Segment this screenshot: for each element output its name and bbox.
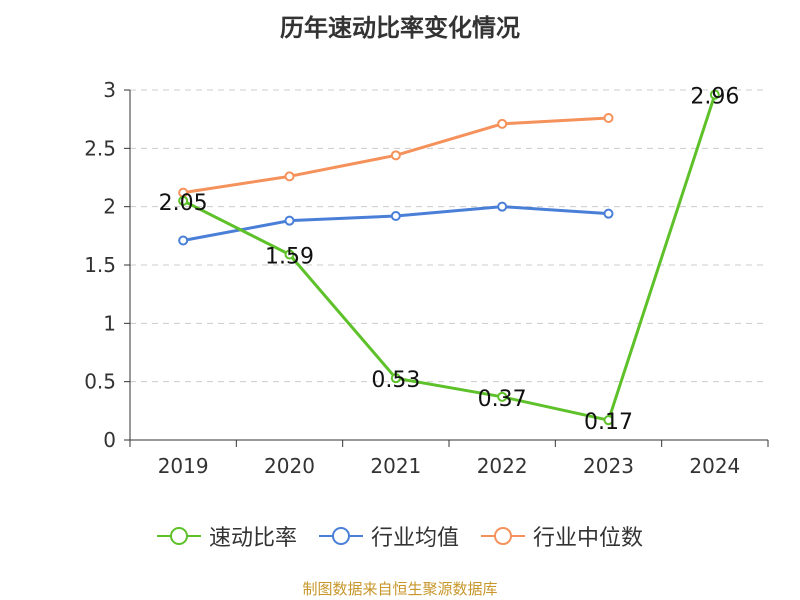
data-label: 0.53 [371,368,420,393]
x-tick-label: 2022 [477,454,528,478]
data-point-speed [178,195,189,206]
source-note: 制图数据来自恒生聚源数据库 [302,580,498,598]
data-point-speed [497,391,508,402]
axes: 0 0.5 1 1.5 2 2.5 3 2019 2020 2021 2022 2023 2024 [84,78,769,478]
legend-avg-marker-icon [318,527,363,545]
data-point-speed [284,249,295,260]
data-label: 2.96 [690,85,739,110]
y-tick-label: 1 [103,311,116,335]
legend-item-median[interactable]: 行业中位数 [481,520,643,552]
data-point-median [284,171,295,182]
legend: 速动比率 行业均值 行业中位数 [0,520,800,552]
legend-speed-marker-icon [156,527,201,545]
data-point-speed [709,89,720,100]
y-tick-label: 1.5 [84,253,116,277]
y-tick-label: 2 [103,195,116,219]
data-point-median [603,113,614,123]
x-tick-label: 2019 [158,454,209,478]
data-point-avg [178,235,189,246]
y-tick-label: 0.5 [84,370,116,394]
grid-lines [130,89,768,383]
chart-title: 历年速动比率变化情况 [280,14,520,42]
series-layer [178,89,720,426]
data-point-speed [603,415,614,426]
y-tick-label: 0 [103,428,116,452]
y-tick-label: 2.5 [84,136,116,160]
data-point-avg [603,208,614,219]
legend-item-avg[interactable]: 行业均值 [318,520,459,552]
x-tick-label: 2024 [689,454,740,478]
data-point-avg [284,215,295,226]
series-line-speed [182,94,717,422]
data-label: 1.59 [265,245,314,270]
x-tick-label: 2020 [264,454,315,478]
data-point-median [390,150,401,161]
legend-label-avg: 行业均值 [370,526,459,551]
data-label: 0.17 [584,410,633,435]
data-point-avg [390,211,401,221]
data-point-median [497,118,508,129]
data-point-avg [497,201,508,212]
x-tick-label: 2021 [370,454,421,478]
x-tick-label: 2023 [583,454,634,478]
legend-label-speed: 速动比率 [208,526,297,551]
data-label: 0.37 [478,387,527,412]
legend-median-marker-icon [481,527,525,545]
legend-label-median: 行业中位数 [533,526,644,551]
data-point-speed [390,373,401,384]
data-label: 2.05 [159,191,208,216]
y-tick-label: 3 [103,78,116,102]
legend-item-speed[interactable]: 速动比率 [156,520,297,552]
data-labels: 2.05 1.59 0.53 0.37 0.17 2.96 [159,85,740,435]
